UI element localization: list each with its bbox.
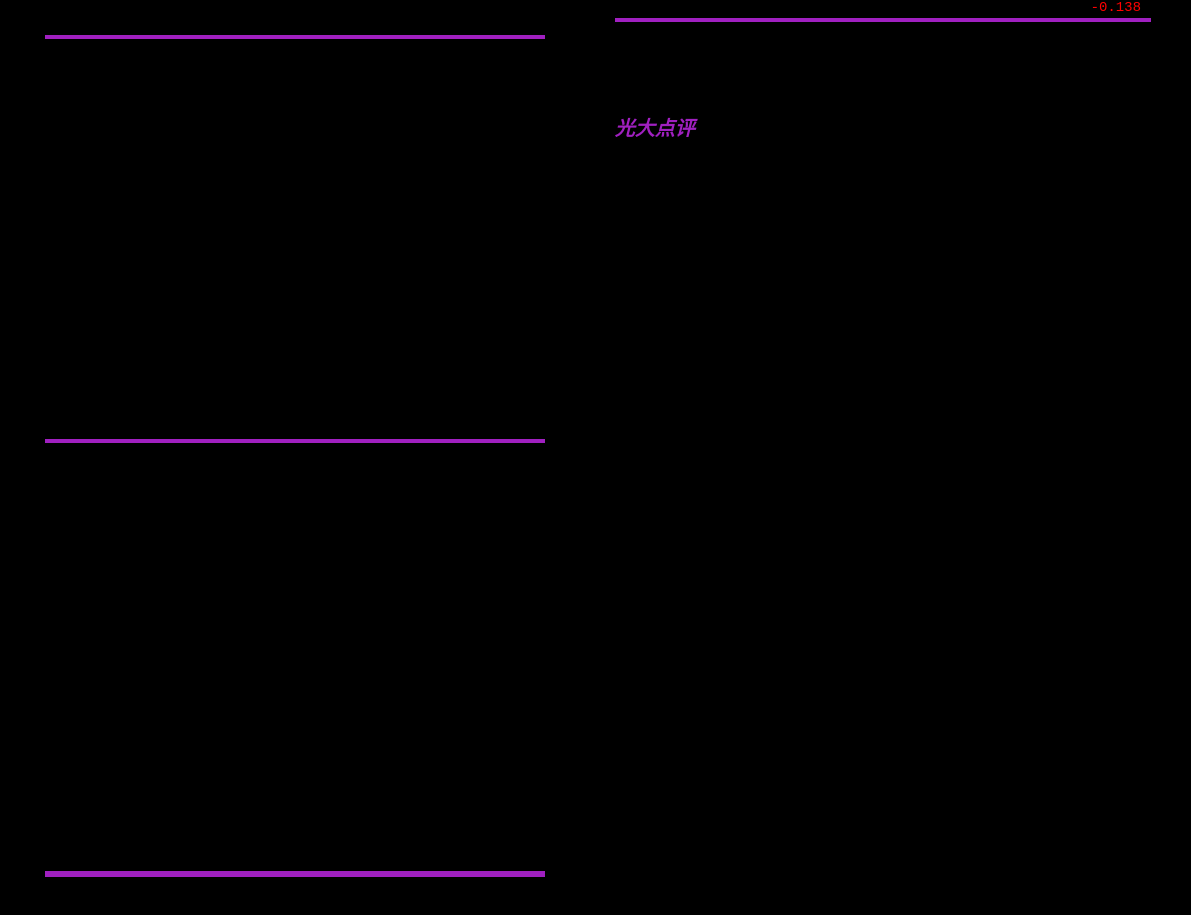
divider-bottom <box>45 871 545 877</box>
divider-right-top <box>615 18 1151 22</box>
chart-1 <box>80 51 500 421</box>
section-title: 光大点评 <box>615 112 1151 141</box>
divider-mid <box>45 439 545 443</box>
chart-2-container <box>80 455 545 853</box>
chart-1-container <box>80 51 545 421</box>
divider-top-1 <box>45 35 545 39</box>
right-column: -0.138 光大点评 <box>545 0 1191 915</box>
left-column <box>0 0 545 915</box>
header-value: -0.138 <box>615 0 1151 16</box>
page-root: -0.138 光大点评 <box>0 0 1191 915</box>
chart-2 <box>80 455 500 853</box>
